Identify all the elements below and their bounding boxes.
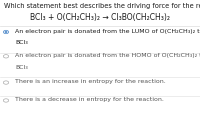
Text: BCl₃: BCl₃	[15, 65, 28, 70]
Text: An electron pair is donated from the HOMO of O(CH₂CH₃)₂ to the LUMO of: An electron pair is donated from the HOM…	[15, 53, 200, 58]
Text: Which statement best describes the driving force for the reaction:: Which statement best describes the drivi…	[4, 3, 200, 9]
Text: There is a decrease in entropy for the reaction.: There is a decrease in entropy for the r…	[15, 97, 164, 102]
Text: There is an increase in entropy for the reaction.: There is an increase in entropy for the …	[15, 79, 166, 84]
Text: BCl₃ + O(CH₂CH₃)₂ → Cl₃BO(CH₂CH₃)₂: BCl₃ + O(CH₂CH₃)₂ → Cl₃BO(CH₂CH₃)₂	[30, 13, 170, 22]
Text: An electron pair is donated from the LUMO of O(CH₂CH₃)₂ to the HOMO of: An electron pair is donated from the LUM…	[15, 29, 200, 34]
Circle shape	[5, 31, 7, 33]
Text: BCl₃: BCl₃	[15, 40, 28, 45]
